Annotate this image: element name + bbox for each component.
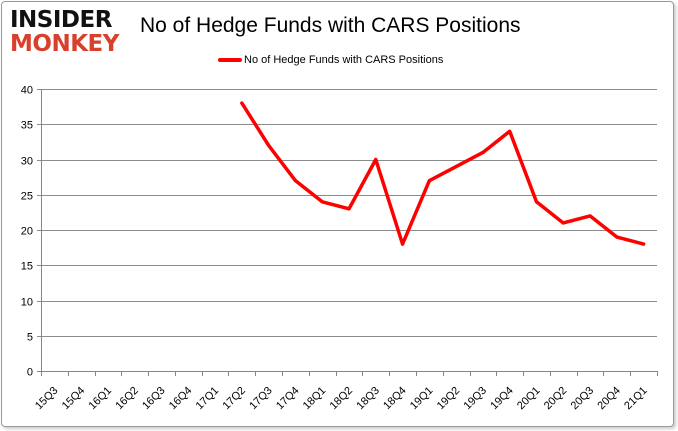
y-tick-label: 25	[21, 191, 33, 203]
x-tick-label: 20Q2	[542, 385, 570, 413]
x-tick-label: 17Q3	[247, 385, 275, 413]
x-tick-label: 19Q2	[435, 385, 463, 413]
y-tick-label: 15	[21, 261, 33, 273]
data-point	[534, 200, 538, 204]
data-point	[481, 150, 485, 154]
x-tick-label: 16Q4	[167, 385, 195, 413]
x-tick-label: 19Q3	[462, 385, 490, 413]
x-tick-label: 16Q2	[113, 385, 141, 413]
data-point	[588, 214, 592, 218]
y-tick-label: 5	[27, 332, 33, 344]
x-tick-label: 15Q3	[33, 385, 61, 413]
x-tick-label: 18Q4	[381, 385, 409, 413]
x-tick-label: 18Q3	[354, 385, 382, 413]
data-point	[561, 221, 565, 225]
y-tick-label: 40	[21, 85, 33, 97]
data-point	[374, 158, 378, 161]
logo-line-2: MONKEY	[10, 31, 119, 57]
x-tick-label: 19Q1	[408, 385, 436, 413]
y-tick-label: 20	[21, 226, 33, 238]
y-tick-label: 10	[21, 297, 33, 309]
legend-label: No of Hedge Funds with CARS Positions	[244, 54, 444, 66]
x-tick-label: 17Q1	[194, 385, 222, 413]
x-tick-label: 15Q4	[60, 385, 88, 413]
x-tick-label: 19Q4	[488, 385, 516, 413]
chart-title: No of Hedge Funds with CARS Positions	[140, 14, 521, 37]
x-tick-label: 20Q1	[515, 385, 543, 413]
x-tick-label: 16Q1	[87, 385, 115, 413]
x-tick-label: 18Q2	[328, 385, 356, 413]
x-tick-label: 20Q4	[595, 385, 623, 413]
logo-line-1: INSIDER	[10, 7, 112, 33]
data-point	[267, 143, 271, 147]
series-line	[240, 101, 646, 246]
x-tick-label: 20Q3	[569, 385, 597, 413]
x-tick-label: 16Q3	[140, 385, 168, 413]
x-tick-label: 17Q4	[274, 385, 302, 413]
data-point	[642, 242, 646, 246]
x-tick-label: 17Q2	[220, 385, 248, 413]
data-point	[401, 242, 405, 246]
y-tick-label: 0	[27, 367, 33, 379]
y-tick-label: 30	[21, 156, 33, 168]
data-point	[508, 129, 512, 133]
data-point	[240, 101, 244, 105]
legend: No of Hedge Funds with CARS Positions	[218, 54, 443, 66]
data-point	[615, 235, 619, 239]
x-tick-label: 21Q1	[622, 385, 650, 413]
data-point	[454, 165, 458, 169]
data-point	[320, 200, 324, 204]
y-tick-label: 35	[21, 120, 33, 132]
data-point	[427, 179, 431, 183]
x-tick-label: 18Q1	[301, 385, 329, 413]
data-point	[347, 207, 351, 211]
data-point	[293, 179, 297, 183]
insider-monkey-logo: INSIDER MONKEY	[10, 8, 119, 56]
legend-swatch	[218, 58, 242, 62]
